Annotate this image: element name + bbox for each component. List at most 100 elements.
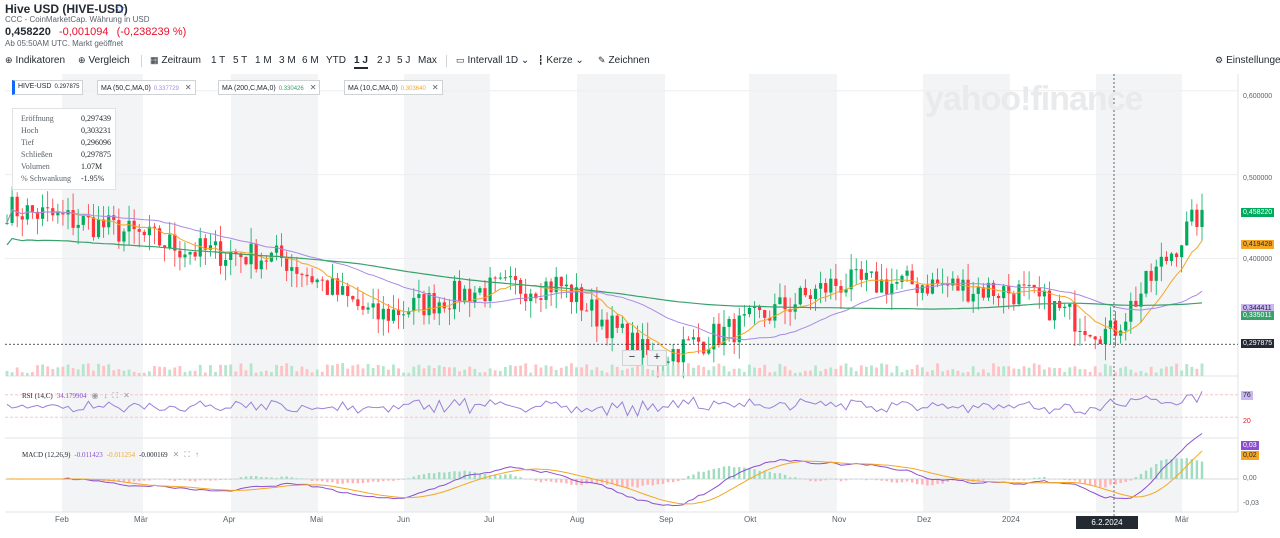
volume-bar — [10, 372, 14, 376]
macd-histogram-bar — [249, 476, 253, 479]
ma10-chip[interactable]: MA (10,C,MA,0) 0.303640 ✕ — [344, 80, 443, 95]
volume-bar — [1129, 369, 1133, 376]
interval-button[interactable]: ▭ Intervall 1D ⌄ — [456, 55, 529, 66]
y-tick-label: 0,500000 — [1243, 175, 1273, 182]
macd-histogram-bar — [244, 476, 248, 479]
symbol-chip[interactable]: HIVE-USD 0.297875 — [12, 80, 84, 95]
macd-histogram-bar — [916, 479, 919, 485]
range-1m[interactable]: 1 M — [255, 55, 272, 66]
macd-histogram-bar — [112, 479, 115, 482]
pencil-icon: ✎ — [598, 55, 606, 65]
zoom-out-button[interactable]: − — [622, 350, 642, 366]
compare-button[interactable]: ⊕ Vergleich — [78, 55, 130, 66]
macd-histogram-bar — [534, 479, 538, 481]
volume-bar — [864, 366, 868, 376]
arrow-down-icon[interactable]: ↓ — [103, 391, 108, 400]
timeframe-button[interactable]: ▦ Zeitraum — [150, 55, 201, 66]
ma50-chip[interactable]: MA (50,C,MA,0) 0.337729 ✕ — [97, 80, 196, 95]
macd-histogram-bar — [855, 478, 858, 480]
macd-histogram-bar — [214, 479, 217, 481]
candle-body — [1078, 331, 1082, 333]
macd-histogram-bar — [783, 474, 787, 479]
volume-bar — [529, 372, 533, 376]
close-icon[interactable]: ✕ — [431, 83, 439, 92]
volume-bar — [702, 366, 706, 376]
macd-histogram-bar — [717, 468, 721, 479]
ma200-chip[interactable]: MA (200,C,MA,0) 0.330426 ✕ — [218, 80, 321, 95]
macd-histogram-bar — [529, 479, 532, 480]
y-tick-label: 0,400000 — [1243, 256, 1273, 263]
volume-bar — [1063, 371, 1067, 376]
volume-bar — [910, 369, 914, 376]
range-5y[interactable]: 5 J — [397, 55, 411, 66]
candle-body — [1007, 286, 1011, 294]
ma10-price-tag: 0,419428 — [1241, 240, 1275, 249]
candle-body — [1154, 266, 1158, 281]
zoom-in-button[interactable]: + — [647, 350, 667, 366]
macd-legend: MACD (12,26,9) -0.011423 -0.011254 -0.00016… — [22, 450, 199, 460]
arrow-up-icon[interactable]: ↑ — [194, 450, 199, 459]
range-2y[interactable]: 2 J — [377, 55, 391, 66]
range-1d[interactable]: 1 T — [211, 55, 226, 66]
macd-histogram-bar — [265, 477, 268, 479]
candle-body — [935, 279, 940, 285]
macd-histogram-bar — [1134, 477, 1138, 479]
volume-bar — [783, 366, 787, 376]
volume-bar — [859, 365, 863, 376]
candle-body — [452, 280, 457, 310]
range-max[interactable]: Max — [418, 55, 437, 66]
candle-body — [178, 250, 182, 258]
volume-bar — [25, 372, 29, 376]
candle-body — [615, 315, 619, 328]
volume-bar — [697, 365, 700, 376]
volume-bar — [503, 366, 507, 376]
range-3m[interactable]: 3 M — [279, 55, 296, 66]
expand-icon[interactable]: ⛶ — [184, 450, 190, 459]
close-icon[interactable]: ✕ — [172, 450, 180, 459]
macd-histogram-bar — [641, 479, 644, 486]
range-6m[interactable]: 6 M — [302, 55, 319, 66]
candle-body — [1047, 290, 1052, 321]
candle-body — [15, 196, 19, 217]
macd-histogram-bar — [860, 479, 863, 480]
star-icon[interactable]: ☆ — [114, 1, 126, 16]
volume-bar — [692, 367, 695, 376]
macd-histogram-bar — [824, 479, 827, 481]
month-label: Mär — [134, 515, 148, 524]
range-5d[interactable]: 5 T — [233, 55, 248, 66]
candle-body — [1134, 300, 1138, 307]
volume-bar — [1103, 364, 1107, 376]
volume-bar — [432, 368, 436, 376]
volume-bar — [163, 367, 167, 376]
macd-histogram-bar — [321, 479, 324, 482]
volume-bar — [280, 365, 283, 376]
macd-histogram-bar — [982, 479, 985, 481]
macd-histogram-bar — [499, 474, 502, 479]
candle-body — [468, 288, 472, 303]
candle-body — [71, 210, 75, 228]
ohlc-label: Schließen — [21, 150, 53, 159]
settings-button[interactable]: ⚙Einstellungen — [1215, 55, 1280, 66]
eye-icon[interactable]: ◉ — [91, 391, 99, 400]
plus-circle-icon: ⊕ — [78, 55, 86, 65]
macd-histogram-bar — [229, 479, 232, 480]
indicators-button[interactable]: ⊕ Indikatoren — [5, 55, 65, 66]
macd-histogram-bar — [1043, 476, 1046, 479]
volume-bar — [524, 363, 528, 376]
volume-bar — [1088, 372, 1092, 376]
volume-bar — [315, 369, 319, 376]
close-icon[interactable]: ✕ — [184, 83, 192, 92]
volume-bar — [605, 372, 609, 376]
range-1y[interactable]: 1 J — [354, 55, 368, 69]
close-icon[interactable]: ✕ — [309, 83, 317, 92]
range-ytd[interactable]: YTD — [326, 55, 346, 66]
macd-tag: 0,03 — [1241, 441, 1259, 450]
draw-button[interactable]: ✎ Zeichnen — [598, 55, 650, 66]
expand-icon[interactable]: ⛶ — [112, 391, 119, 400]
macd-histogram-bar — [377, 479, 380, 482]
macd-signal-tag: 0,02 — [1241, 451, 1259, 460]
candle-type-button[interactable]: ┇ Kerze ⌄ — [538, 55, 584, 66]
close-icon[interactable]: ✕ — [123, 391, 130, 400]
volume-bar — [620, 370, 624, 376]
